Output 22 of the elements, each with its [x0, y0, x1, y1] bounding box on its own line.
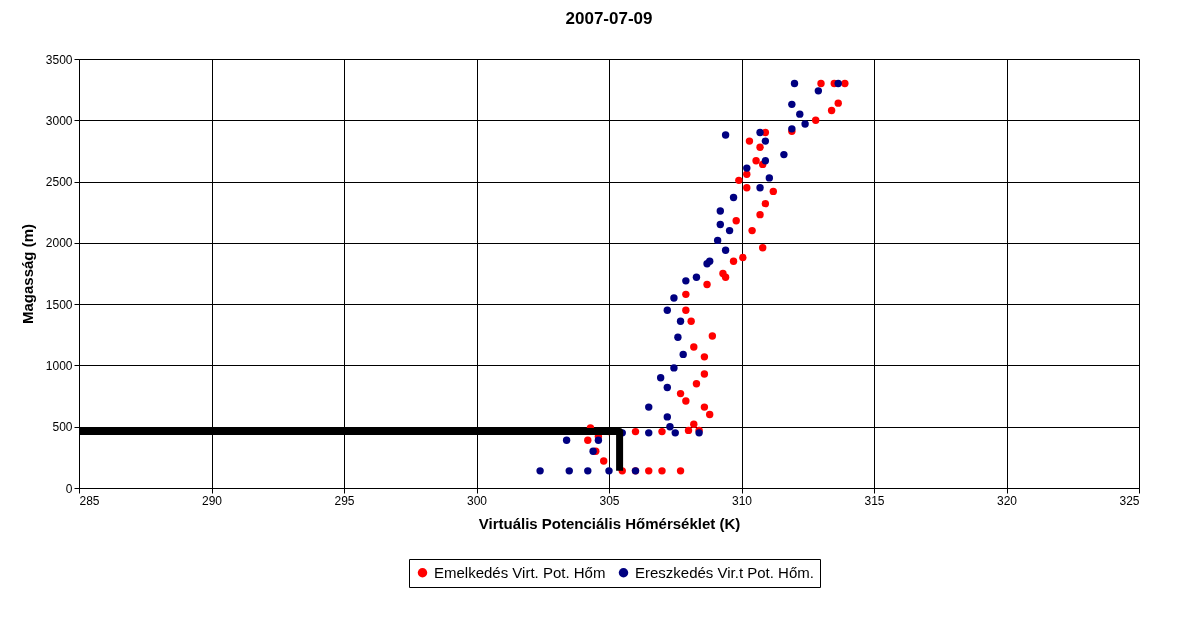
x-tick-label: 295 — [334, 493, 355, 508]
y-tick-label: 0 — [65, 481, 73, 496]
y-axis-title: Magasság (m) — [18, 223, 36, 325]
legend-label: Ereszkedés Vir.t Pot. Hőm. — [635, 563, 814, 581]
y-tick-label: 2500 — [45, 175, 73, 190]
chart-title: 2007-07-09 — [565, 9, 653, 28]
y-tick-label: 1500 — [45, 297, 73, 312]
x-tick-label: 315 — [864, 493, 885, 508]
x-tick-label: 320 — [996, 493, 1018, 508]
x-tick-label: 300 — [466, 493, 488, 508]
y-tick-label: 500 — [52, 420, 73, 435]
y-tick-label: 3000 — [45, 113, 73, 128]
y-tick-label: 1000 — [45, 358, 73, 373]
y-tick-label: 2000 — [45, 236, 73, 251]
x-axis-title: Virtuális Potenciális Hőmérséklet (K) — [478, 514, 741, 532]
x-tick-label: 305 — [599, 493, 620, 508]
legend-label: Emelkedés Virt. Pot. Hőm — [434, 563, 606, 581]
x-tick-label: 325 — [1119, 493, 1140, 508]
x-tick-label: 310 — [731, 493, 753, 508]
x-tick-label: 290 — [201, 493, 223, 508]
x-tick-label: 285 — [79, 493, 100, 508]
y-tick-label: 3500 — [45, 52, 73, 67]
